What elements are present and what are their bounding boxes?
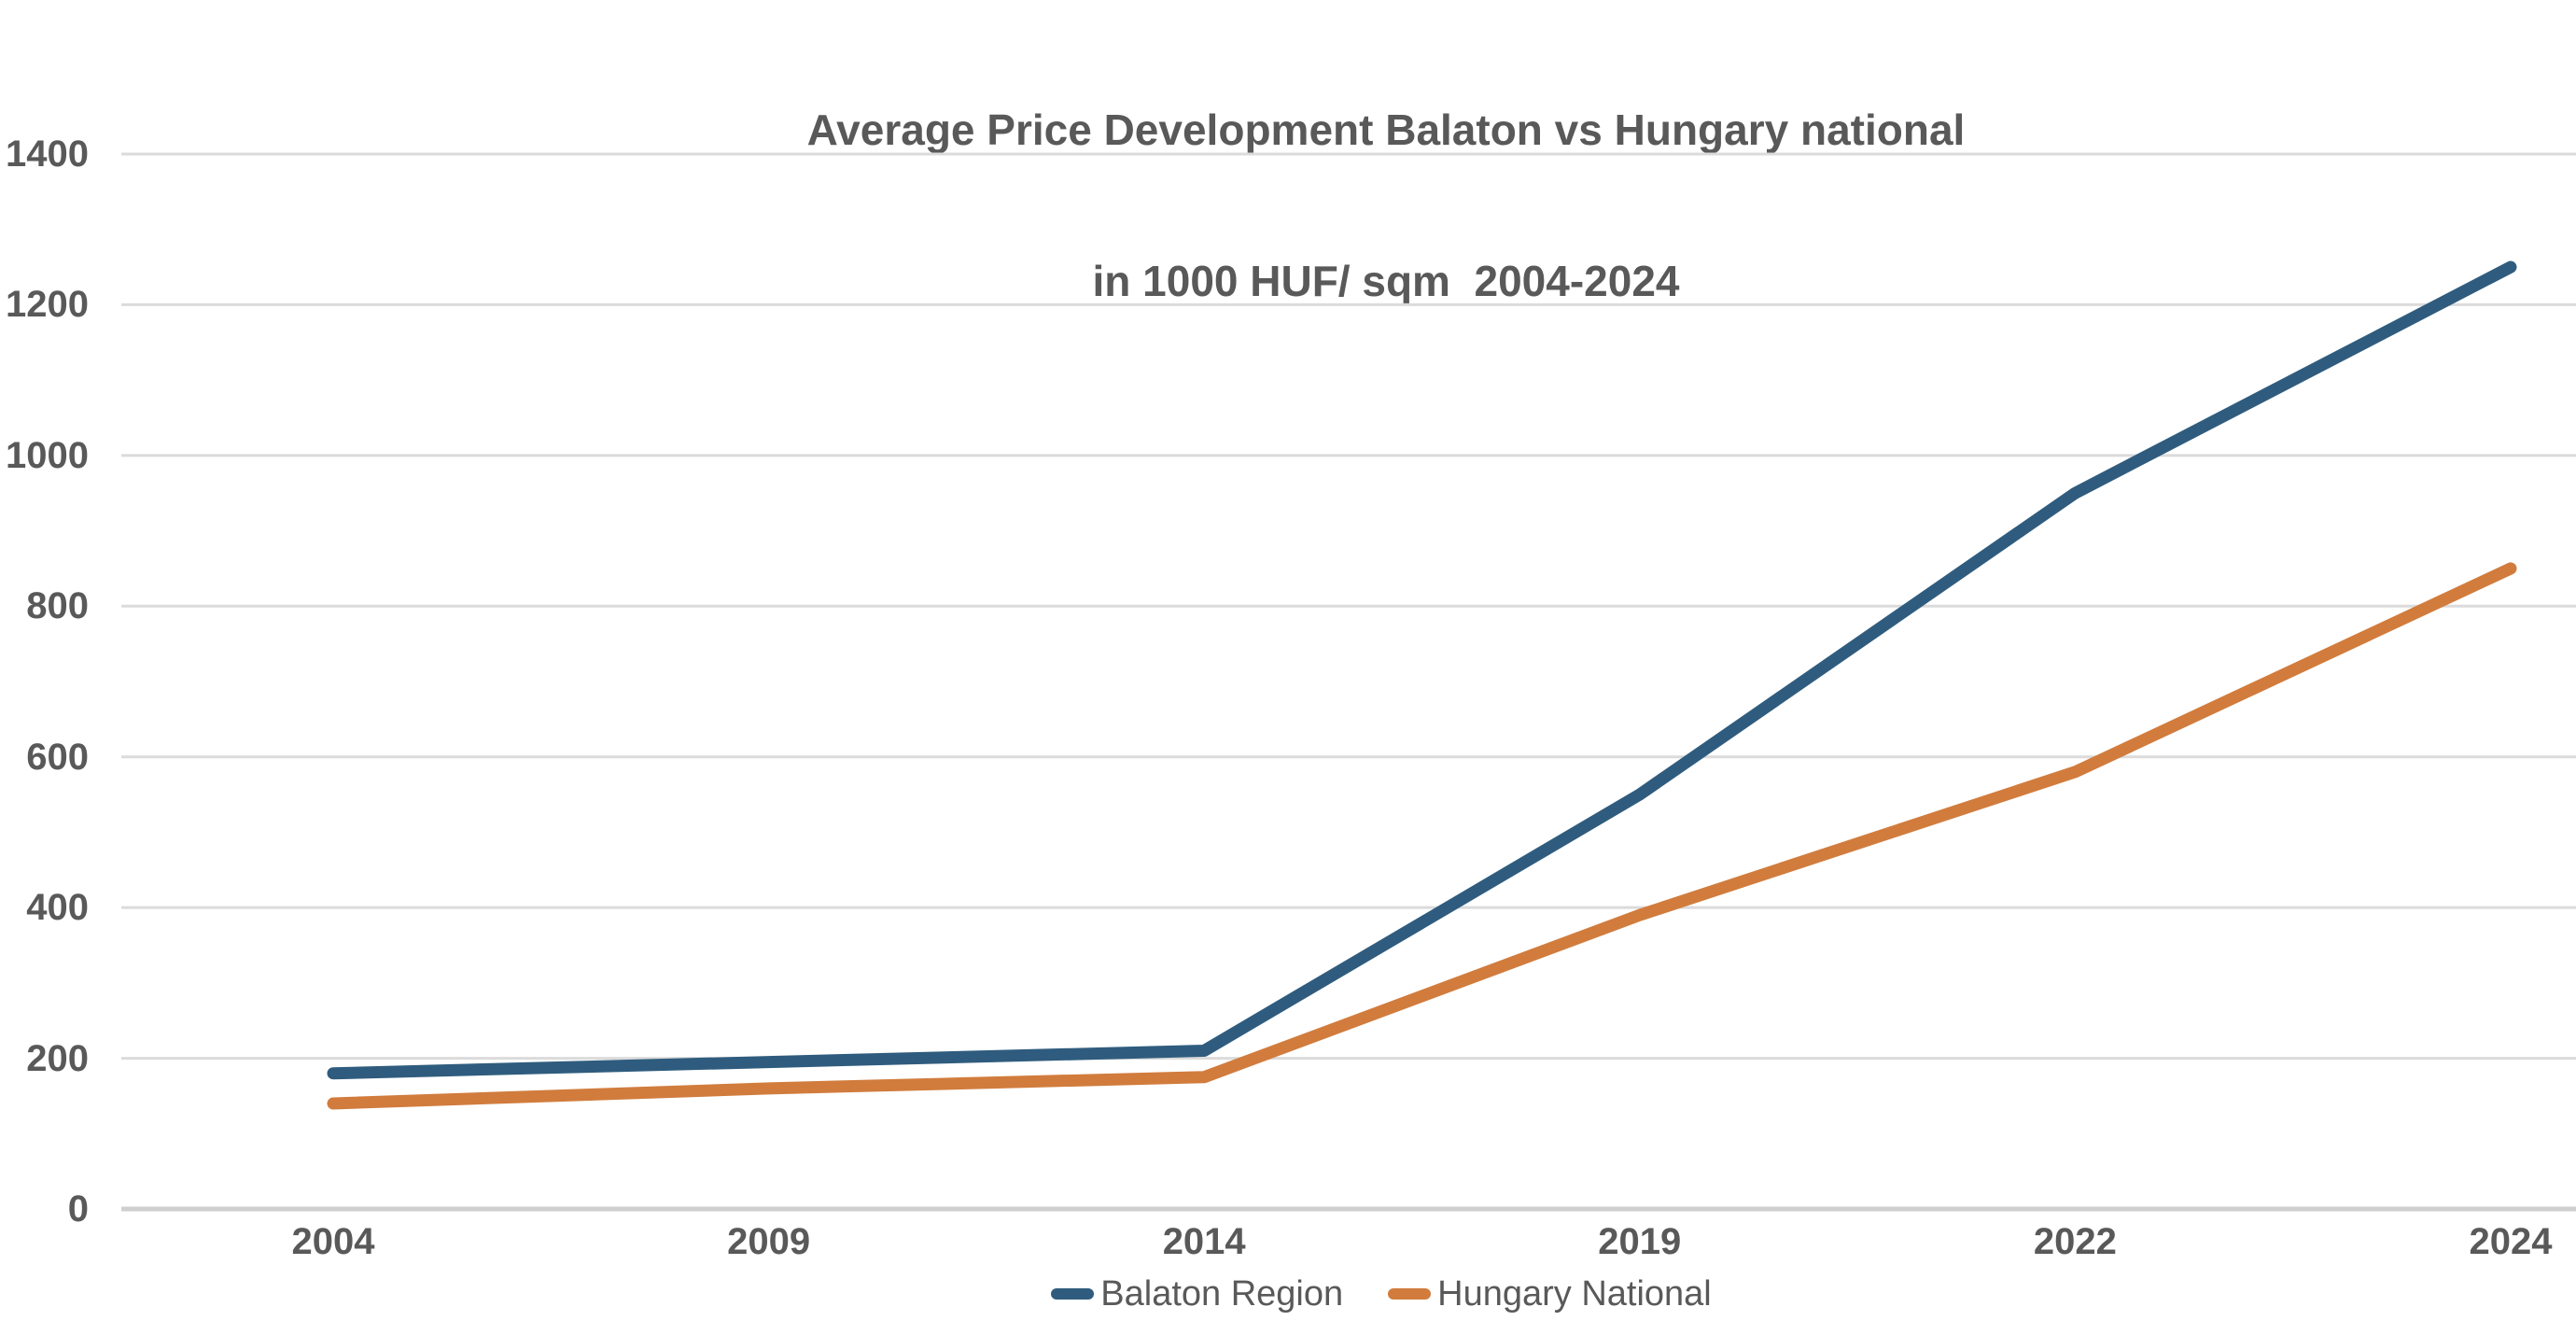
series-line-hungary-national	[327, 562, 2517, 1110]
y-tick-label-600: 600	[26, 736, 89, 778]
x-tick-label-2004: 2004	[291, 1221, 375, 1262]
x-tick-label-2022: 2022	[2033, 1221, 2117, 1262]
legend-item-balaton-region: Balaton Region	[1051, 1273, 1343, 1314]
chart-title: Average Price Development Balaton vs Hun…	[196, 4, 2576, 407]
x-tick-label-2019: 2019	[1598, 1221, 1682, 1262]
y-tick-label-1000: 1000	[6, 434, 89, 476]
x-tick-label-2024: 2024	[2469, 1221, 2553, 1262]
legend-item-hungary-national: Hungary National	[1388, 1273, 1712, 1314]
series-line-balaton-region	[327, 260, 2517, 1080]
y-tick-label-400: 400	[26, 887, 89, 929]
legend-dash-icon	[1388, 1288, 1432, 1300]
legend-dash-icon	[1051, 1288, 1095, 1300]
y-tick-label-200: 200	[26, 1037, 89, 1079]
legend-label: Hungary National	[1437, 1274, 1712, 1314]
y-tick-label-800: 800	[26, 585, 89, 627]
legend: Balaton Region Hungary National	[187, 1273, 2576, 1314]
y-tick-label-1400: 1400	[6, 134, 89, 175]
y-tick-label-1200: 1200	[6, 284, 89, 326]
x-tick-label-2009: 2009	[727, 1221, 811, 1262]
x-tick-label-2014: 2014	[1162, 1221, 1246, 1262]
legend-label: Balaton Region	[1100, 1274, 1344, 1314]
y-tick-label-0: 0	[67, 1188, 89, 1230]
chart-title-line1: Average Price Development Balaton vs Hun…	[806, 105, 1966, 154]
chart-title-line2: in 1000 HUF/ sqm 2004-2024	[1092, 257, 1680, 305]
